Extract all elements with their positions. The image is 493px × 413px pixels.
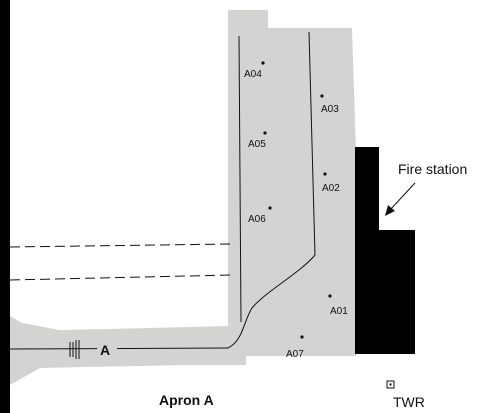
tower-icon-center xyxy=(389,383,392,386)
stand-a01-dot xyxy=(328,294,332,298)
stand-a07-dot xyxy=(300,335,304,339)
stand-a05-dot xyxy=(263,131,267,135)
stand-a03-label: A03 xyxy=(321,104,339,115)
stand-a04-dot xyxy=(261,61,265,65)
taxiway-label-box xyxy=(97,341,117,357)
stand-a06-dot xyxy=(268,206,272,210)
stand-a01-label: A01 xyxy=(330,306,348,317)
dashed-line-lower xyxy=(9,274,233,281)
stand-a03-dot xyxy=(320,94,324,98)
fire-station-building xyxy=(355,147,415,354)
fire-station-leader xyxy=(388,182,416,212)
stand-a07-label: A07 xyxy=(286,349,304,360)
stand-a05-label: A05 xyxy=(248,139,266,150)
apron-line-left xyxy=(238,35,242,323)
taxiway-a-label: A xyxy=(100,342,110,358)
apron-a-label: Apron A xyxy=(159,392,214,408)
apron-line-right xyxy=(308,31,316,256)
fire-station-arrowhead xyxy=(385,205,395,216)
tower-icon xyxy=(386,380,395,389)
fire-station-label: Fire station xyxy=(398,161,467,177)
apron-surface xyxy=(10,10,356,385)
left-edge-strip xyxy=(0,0,10,413)
stand-a04-label: A04 xyxy=(244,69,262,80)
tower-label: TWR xyxy=(393,394,425,410)
stand-a02-label: A02 xyxy=(322,183,340,194)
stand-a06-label: A06 xyxy=(248,214,266,225)
dashed-line-upper xyxy=(9,243,233,248)
stand-a02-dot xyxy=(323,172,327,176)
taxiway-a-centerline xyxy=(9,347,229,350)
taxilane-curve xyxy=(227,254,316,349)
